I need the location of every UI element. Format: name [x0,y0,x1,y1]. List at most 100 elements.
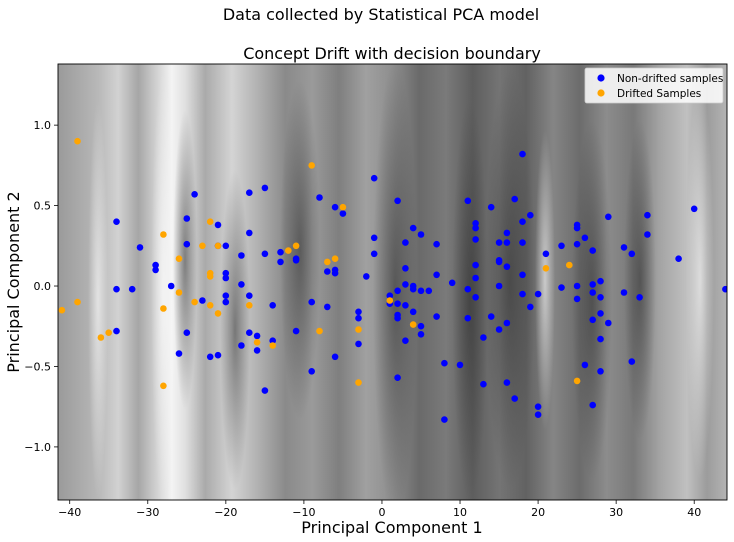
contour-shade [173,110,197,410]
non-drifted-point [581,361,589,369]
drifted-point [206,273,214,280]
non-drifted-point [199,297,206,304]
legend: Non-drifted samples Drifted Samples [584,67,724,104]
non-drifted-point [222,269,230,277]
y-axis-label: Principal Component 2 [4,191,23,372]
non-drifted-point [464,314,472,322]
non-drifted-point [222,242,230,250]
non-drifted-point [527,211,534,219]
non-drifted-point [246,329,253,337]
non-drifted-point [534,411,542,419]
non-drifted-point [386,292,394,300]
non-drifted-point [573,282,581,290]
non-drifted-point [394,314,401,322]
non-drifted-point [597,335,604,343]
non-drifted-point [581,234,589,242]
y-tick-label: −1.0 [24,441,51,454]
decision-boundary-shading [88,64,714,500]
non-drifted-point [402,302,409,309]
drifted-point [175,255,183,262]
non-drifted-point [605,319,612,327]
plot-frame [57,63,728,501]
non-drifted-point [487,313,495,320]
contour-shade [220,170,250,490]
non-drifted-point [253,347,261,354]
non-drifted-point [597,294,604,301]
drifted-point [199,242,206,250]
x-tick-label: −10 [292,506,315,519]
non-drifted-point [292,327,300,335]
x-tick-label: −40 [58,506,81,519]
non-drifted-point [152,266,159,274]
drifted-point [191,298,198,306]
non-drifted-point [370,234,378,242]
drifted-point [160,231,167,238]
non-drifted-point [480,334,487,341]
non-drifted-point [620,289,628,296]
non-drifted-point [519,218,526,225]
non-drifted-point [441,416,448,423]
non-drifted-point [597,368,604,375]
non-drifted-point [222,298,230,306]
non-drifted-point [183,240,191,248]
non-drifted-point [113,218,120,225]
x-tick-label: 20 [531,506,545,519]
legend-marker-drifted [597,89,605,97]
non-drifted-point [472,274,479,282]
non-drifted-point [690,205,698,213]
non-drifted-point [339,210,347,217]
non-drifted-point [253,332,261,340]
non-drifted-point [246,292,253,300]
non-drifted-point [636,294,643,301]
non-drifted-point [269,302,277,309]
non-drifted-point [402,239,409,246]
non-drifted-point [675,255,682,262]
drifted-point [331,255,339,262]
x-tick-label: 40 [687,506,701,519]
drifted-point [74,137,81,145]
non-drifted-point [214,221,222,229]
non-drifted-point [503,239,511,246]
x-tick-label: 0 [378,506,385,519]
non-drifted-point [355,314,362,322]
non-drifted-point [191,191,198,198]
non-drifted-point [183,329,191,337]
non-drifted-point [448,279,456,287]
x-tick-label: −30 [136,506,159,519]
non-drifted-point [261,184,269,192]
drifted-point [206,302,214,309]
non-drifted-point [425,287,433,295]
y-tick-label: −0.5 [24,360,51,373]
non-drifted-point [394,374,401,382]
contour-shade [572,120,612,480]
non-drifted-point [503,379,511,386]
non-drifted-point [417,331,425,338]
non-drifted-point [511,395,518,402]
drifted-point [339,203,347,211]
non-drifted-point [589,247,596,254]
non-drifted-point [573,224,581,232]
non-drifted-point [246,189,253,196]
non-drifted-point [511,195,518,203]
drifted-point [206,218,214,225]
non-drifted-point [620,244,628,251]
non-drifted-point [558,284,565,291]
x-tick-label: 30 [609,506,623,519]
drifted-point [105,329,112,337]
non-drifted-point [519,150,526,158]
non-drifted-point [261,250,269,258]
non-drifted-point [417,287,425,295]
contour-shade [686,80,714,480]
data-points [58,137,727,423]
non-drifted-point [214,351,222,359]
non-drifted-point [519,271,526,279]
x-axis: −40 −30 −20 −10 0 10 20 30 40 [58,500,701,519]
non-drifted-point [558,242,565,250]
non-drifted-point [402,337,409,345]
drifted-point [316,327,323,335]
drifted-point [566,261,573,269]
non-drifted-point [222,292,230,300]
non-drifted-point [308,298,316,306]
contour-shade [624,120,656,440]
non-drifted-point [355,308,362,316]
